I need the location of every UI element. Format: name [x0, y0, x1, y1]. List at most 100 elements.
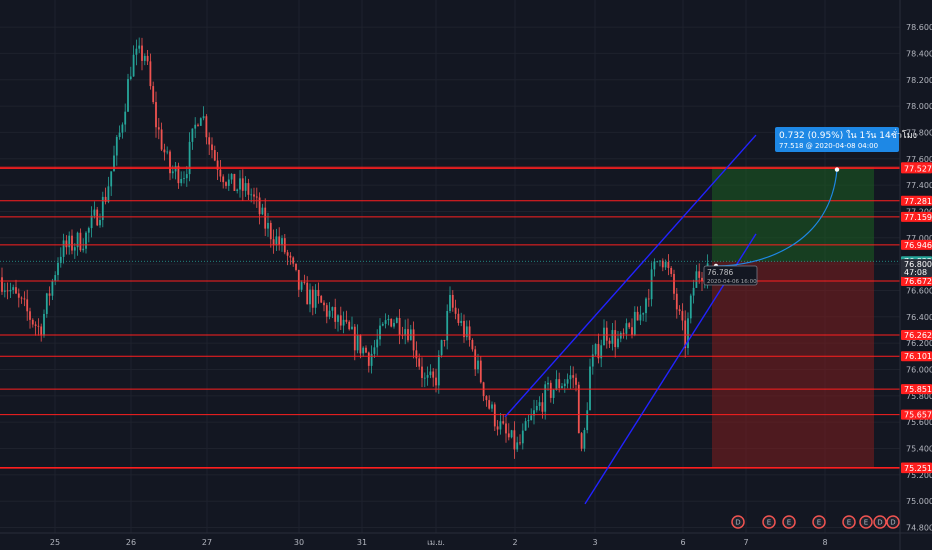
candle-body [443, 340, 446, 341]
candle-body [101, 196, 104, 220]
time-axis-background [0, 533, 932, 550]
candle-body [149, 61, 152, 87]
candle-body [62, 240, 65, 257]
candle-body [57, 262, 59, 276]
earnings-mark[interactable] [859, 515, 873, 529]
candle-body [286, 252, 289, 256]
candle-body [673, 273, 675, 294]
candle-body [183, 178, 185, 180]
candle-body [166, 151, 169, 153]
earnings-mark[interactable] [812, 515, 826, 529]
candle-body [205, 116, 208, 138]
price-axis[interactable]: 78.600 78.400 78.200 78.000 77.800 77.600 77.4… [901, 23, 932, 533]
loss-zone[interactable] [712, 261, 874, 468]
candle-body [365, 347, 367, 353]
horizontal-levels[interactable] [0, 166, 900, 469]
profit-zone[interactable] [712, 167, 874, 262]
candle-body [138, 45, 141, 49]
candle-body [141, 45, 143, 61]
risk-reward-zones[interactable] [712, 167, 874, 468]
candle-body [398, 317, 401, 335]
candle-body [34, 324, 37, 326]
candle-body [457, 313, 460, 323]
candle-body [619, 332, 622, 339]
price-tick-label: 76.200 [906, 339, 932, 348]
price-tick-label: 78.400 [906, 49, 932, 58]
candle-body [605, 327, 608, 341]
start-tooltip [703, 265, 758, 286]
candle-body [87, 228, 90, 233]
candle-body [339, 315, 342, 326]
level-price-label: 77.527 [904, 164, 932, 173]
candle-body [317, 289, 320, 297]
candle-body [76, 232, 79, 248]
earnings-mark[interactable] [762, 515, 776, 529]
price-tick-label: 76.400 [906, 313, 932, 322]
candle-body [104, 196, 107, 202]
candle-body [132, 54, 135, 77]
price-tick-label: 76.000 [906, 365, 932, 374]
candle-body [653, 261, 656, 270]
candle-body [48, 293, 51, 296]
candle-body [597, 343, 600, 359]
candle-body [390, 318, 393, 327]
candle-body [580, 433, 583, 449]
candle-body [499, 421, 502, 430]
candle-body [387, 318, 390, 321]
time-tick-label: 3 [592, 538, 597, 547]
measurement-tooltip-line1: 0.732 (0.95%) ใน 1วัน 14ชั่วโมง [779, 128, 917, 141]
measurement-curve[interactable] [715, 169, 838, 267]
candle-body [577, 384, 580, 434]
candle-body [314, 289, 317, 308]
candle-body [513, 430, 516, 450]
candle-body [71, 235, 73, 251]
candle-body [82, 248, 85, 251]
candle-body [667, 262, 670, 268]
candle-body [6, 290, 9, 292]
channel-line-upper[interactable] [504, 134, 757, 418]
candle-body [675, 293, 678, 310]
dividend-mark[interactable] [873, 515, 887, 529]
measurement-tooltip [775, 127, 899, 152]
dividend-mark[interactable] [731, 515, 745, 529]
measurement-end-point[interactable] [834, 167, 840, 172]
candle-body [191, 128, 194, 142]
earnings-mark[interactable] [782, 515, 796, 529]
candle-body [678, 309, 681, 312]
candle-body [351, 326, 353, 330]
candle-body [127, 79, 129, 112]
candle-body [297, 269, 300, 290]
candle-body [115, 136, 118, 156]
candle-body [311, 289, 314, 308]
candle-body [43, 313, 45, 336]
candle-body [303, 282, 306, 283]
candle-body [250, 194, 253, 196]
dividend-mark[interactable] [886, 515, 900, 529]
candle-body [253, 194, 255, 197]
candle-body [40, 326, 43, 336]
time-tick-label: 6 [680, 538, 685, 547]
candle-body [73, 247, 76, 251]
candle-body [353, 326, 356, 351]
measurement-tool[interactable]: 0.732 (0.95%) ใน 1วัน 14ชั่วโมง 77.518 @… [703, 127, 917, 286]
level-price-label: 77.159 [904, 213, 932, 222]
earnings-mark[interactable] [842, 515, 856, 529]
candle-body [15, 287, 17, 294]
candle-body [222, 176, 225, 183]
time-tick-label: 30 [294, 538, 304, 547]
level-price-label: 76.262 [904, 331, 932, 340]
candle-body [569, 375, 572, 380]
candlestick-series [1, 37, 709, 459]
start-tooltip-time: 2020-04-06 16:00 [707, 279, 757, 285]
time-tick-label: 2 [512, 538, 517, 547]
candle-body [614, 330, 617, 348]
candle-body [670, 267, 673, 274]
candle-body [558, 379, 561, 388]
candle-body [575, 377, 577, 385]
candle-body [541, 402, 544, 412]
candle-body [143, 55, 146, 61]
candle-body [292, 257, 295, 264]
